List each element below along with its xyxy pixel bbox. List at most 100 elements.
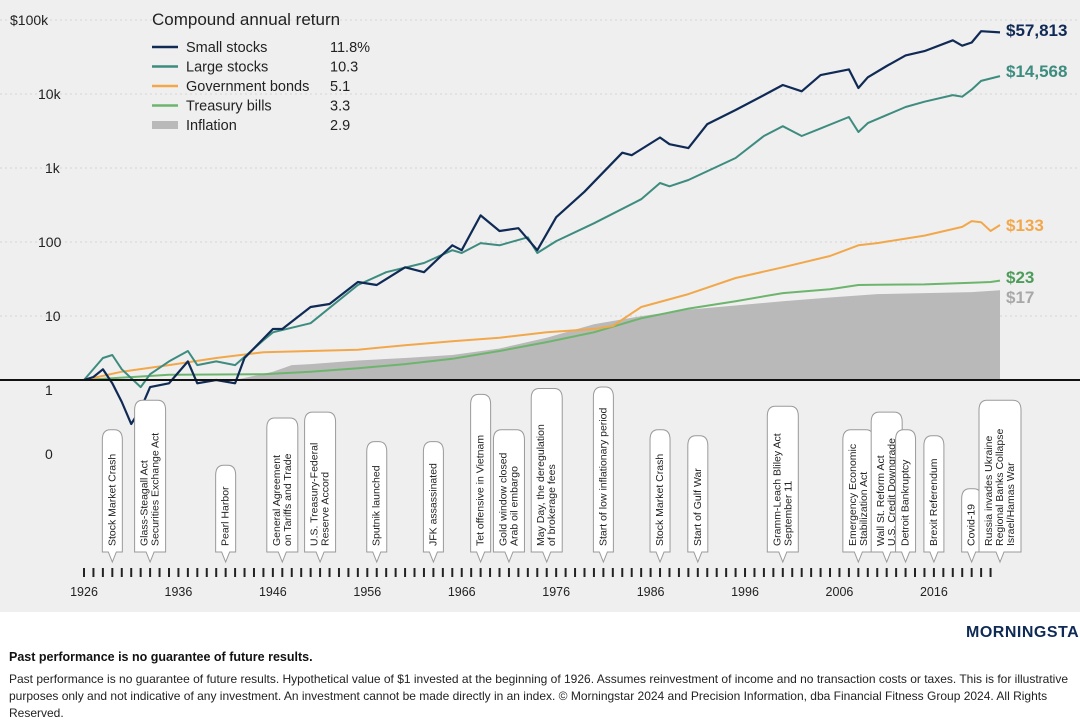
morningstar-logo: MORNINGSTAR® <box>966 624 1080 641</box>
series-treasury-bills <box>83 279 1001 381</box>
end-label-large-stocks: $14,568 <box>1006 62 1067 81</box>
disclaimer-body: Past performance is no guarantee of futu… <box>9 672 1069 720</box>
legend-return: 5.1 <box>330 79 350 95</box>
x-tick-label: 1996 <box>731 585 759 599</box>
y-tick-label: 10 <box>45 308 61 324</box>
legend-label: Government bonds <box>186 79 309 95</box>
event-annotation: Tet offensive in Vietnam <box>470 393 492 564</box>
event-label: Reserve Accord <box>320 472 332 546</box>
event-box <box>422 441 444 564</box>
event-annotation: Sputnik launched <box>366 441 388 564</box>
legend-return: 2.9 <box>330 118 350 134</box>
y-tick-label: 1k <box>45 160 61 176</box>
x-axis: 1926 1936 1946 1956 1966 1976 1986 1996 2006 2016 <box>70 568 992 599</box>
event-box <box>687 435 709 564</box>
event-box <box>649 429 671 564</box>
event-box <box>215 464 237 564</box>
event-box <box>366 441 388 564</box>
event-annotation: Start of Gulf War <box>687 435 709 564</box>
legend-return: 10.3 <box>330 60 358 76</box>
event-box <box>766 405 799 564</box>
event-label: Covid-19 <box>966 504 978 546</box>
event-label: Arab oil embargo <box>508 466 520 546</box>
y-tick-label: 10k <box>38 86 62 102</box>
legend-return: 11.8% <box>330 40 370 56</box>
event-label: of brokerage fees <box>546 464 558 546</box>
event-label: Russia invades Ukraine <box>983 436 995 546</box>
legend-swatch <box>152 121 178 129</box>
event-label: Stock Market Crash <box>106 454 118 546</box>
event-label: Securities Exchange Act <box>150 433 162 546</box>
event-annotation: Stock Market Crash <box>649 429 671 564</box>
event-annotation: U.S. Treasury-Federal Reserve Accord <box>304 411 337 564</box>
y-tick-label: 0 <box>45 446 53 462</box>
end-label-treasury-bills: $23 <box>1006 268 1034 287</box>
legend-title: Compound annual return <box>152 10 340 29</box>
legend-label: Inflation <box>186 118 237 134</box>
event-annotations: Stock Market Crash Glass-Steagall Act Secu… <box>101 386 1022 564</box>
event-label: Pearl Harbor <box>220 486 232 546</box>
event-label: Glass-Steagall Act <box>139 460 151 546</box>
event-label: Gold window closed <box>497 452 509 546</box>
end-label-government-bonds: $133 <box>1006 216 1044 235</box>
event-label: JFK assassinated <box>427 463 439 546</box>
legend-label: Small stocks <box>186 40 267 56</box>
event-box <box>592 386 614 564</box>
event-box <box>895 429 917 564</box>
event-annotation: JFK assassinated <box>422 441 444 564</box>
event-label: on Tariffs and Trade <box>282 453 294 546</box>
event-box <box>492 429 525 564</box>
x-tick-label: 1926 <box>70 585 98 599</box>
event-label: Emergency Economic <box>847 444 859 546</box>
x-tick-label: 2016 <box>920 585 948 599</box>
event-annotation: Glass-Steagall Act Securities Exchange Ac… <box>134 399 167 564</box>
legend-label: Large stocks <box>186 60 268 76</box>
event-label: U.S. Treasury-Federal <box>309 443 321 546</box>
y-tick-label: $100k <box>10 12 49 28</box>
disclaimer-title: Past performance is no guarantee of futu… <box>9 650 313 664</box>
event-label: Sputnik launched <box>371 465 383 546</box>
event-annotation: Gramm-Leach Bliley Act September 11 <box>766 405 799 564</box>
event-label: May Day, the deregulation <box>535 424 547 546</box>
end-value-labels: $57,813 $14,568 $133 $23$17 <box>1006 21 1067 307</box>
event-annotation: Brexit Referendum <box>923 435 945 564</box>
event-box <box>101 429 123 564</box>
event-label: Stock Market Crash <box>654 454 666 546</box>
event-box <box>923 435 945 564</box>
chart-panel: $100k 10k 1k 100 10 1 0 $57,813 $14,568 $133 $23 $… <box>0 0 1080 612</box>
gridlines <box>0 19 1080 317</box>
y-tick-label: 1 <box>45 382 53 398</box>
event-annotation: Stock Market Crash <box>101 429 123 564</box>
event-annotation: Russia invades Ukraine Regional Banks Col… <box>978 399 1022 564</box>
end-label-inflation: $17 <box>1006 288 1034 307</box>
event-label: Brexit Referendum <box>928 458 940 546</box>
event-label: Gramm-Leach Bliley Act <box>771 433 783 546</box>
x-tick-label: 1956 <box>353 585 381 599</box>
series-lines <box>83 30 1001 426</box>
legend-return: 3.3 <box>330 99 350 115</box>
event-label: Wall St. Reform Act <box>875 455 887 546</box>
event-box <box>134 399 167 564</box>
end-label-small-stocks: $57,813 <box>1006 21 1067 40</box>
event-annotation: Covid-19 <box>961 488 983 564</box>
series-government-bonds <box>83 220 1001 381</box>
x-tick-label: 1966 <box>448 585 476 599</box>
event-label: Israel/Hamas War <box>1005 462 1017 546</box>
x-tick-label: 1946 <box>259 585 287 599</box>
x-tick-label: 1986 <box>637 585 665 599</box>
event-box <box>530 388 563 564</box>
event-box <box>470 393 492 564</box>
event-annotation: Start of low inflationary period <box>592 386 614 564</box>
legend-label: Treasury bills <box>186 99 272 115</box>
event-label: Regional Banks Collapse <box>994 429 1006 546</box>
series-inflation-area <box>84 290 1000 380</box>
event-label: Stabilization Act <box>858 472 870 546</box>
event-annotation: Detroit Bankruptcy <box>895 429 917 564</box>
event-annotation: Pearl Harbor <box>215 464 237 564</box>
y-tick-label: 100 <box>38 234 62 250</box>
event-label: September 11 <box>782 481 794 546</box>
legend: Compound annual return Small stocks 11.8%… <box>152 10 370 134</box>
